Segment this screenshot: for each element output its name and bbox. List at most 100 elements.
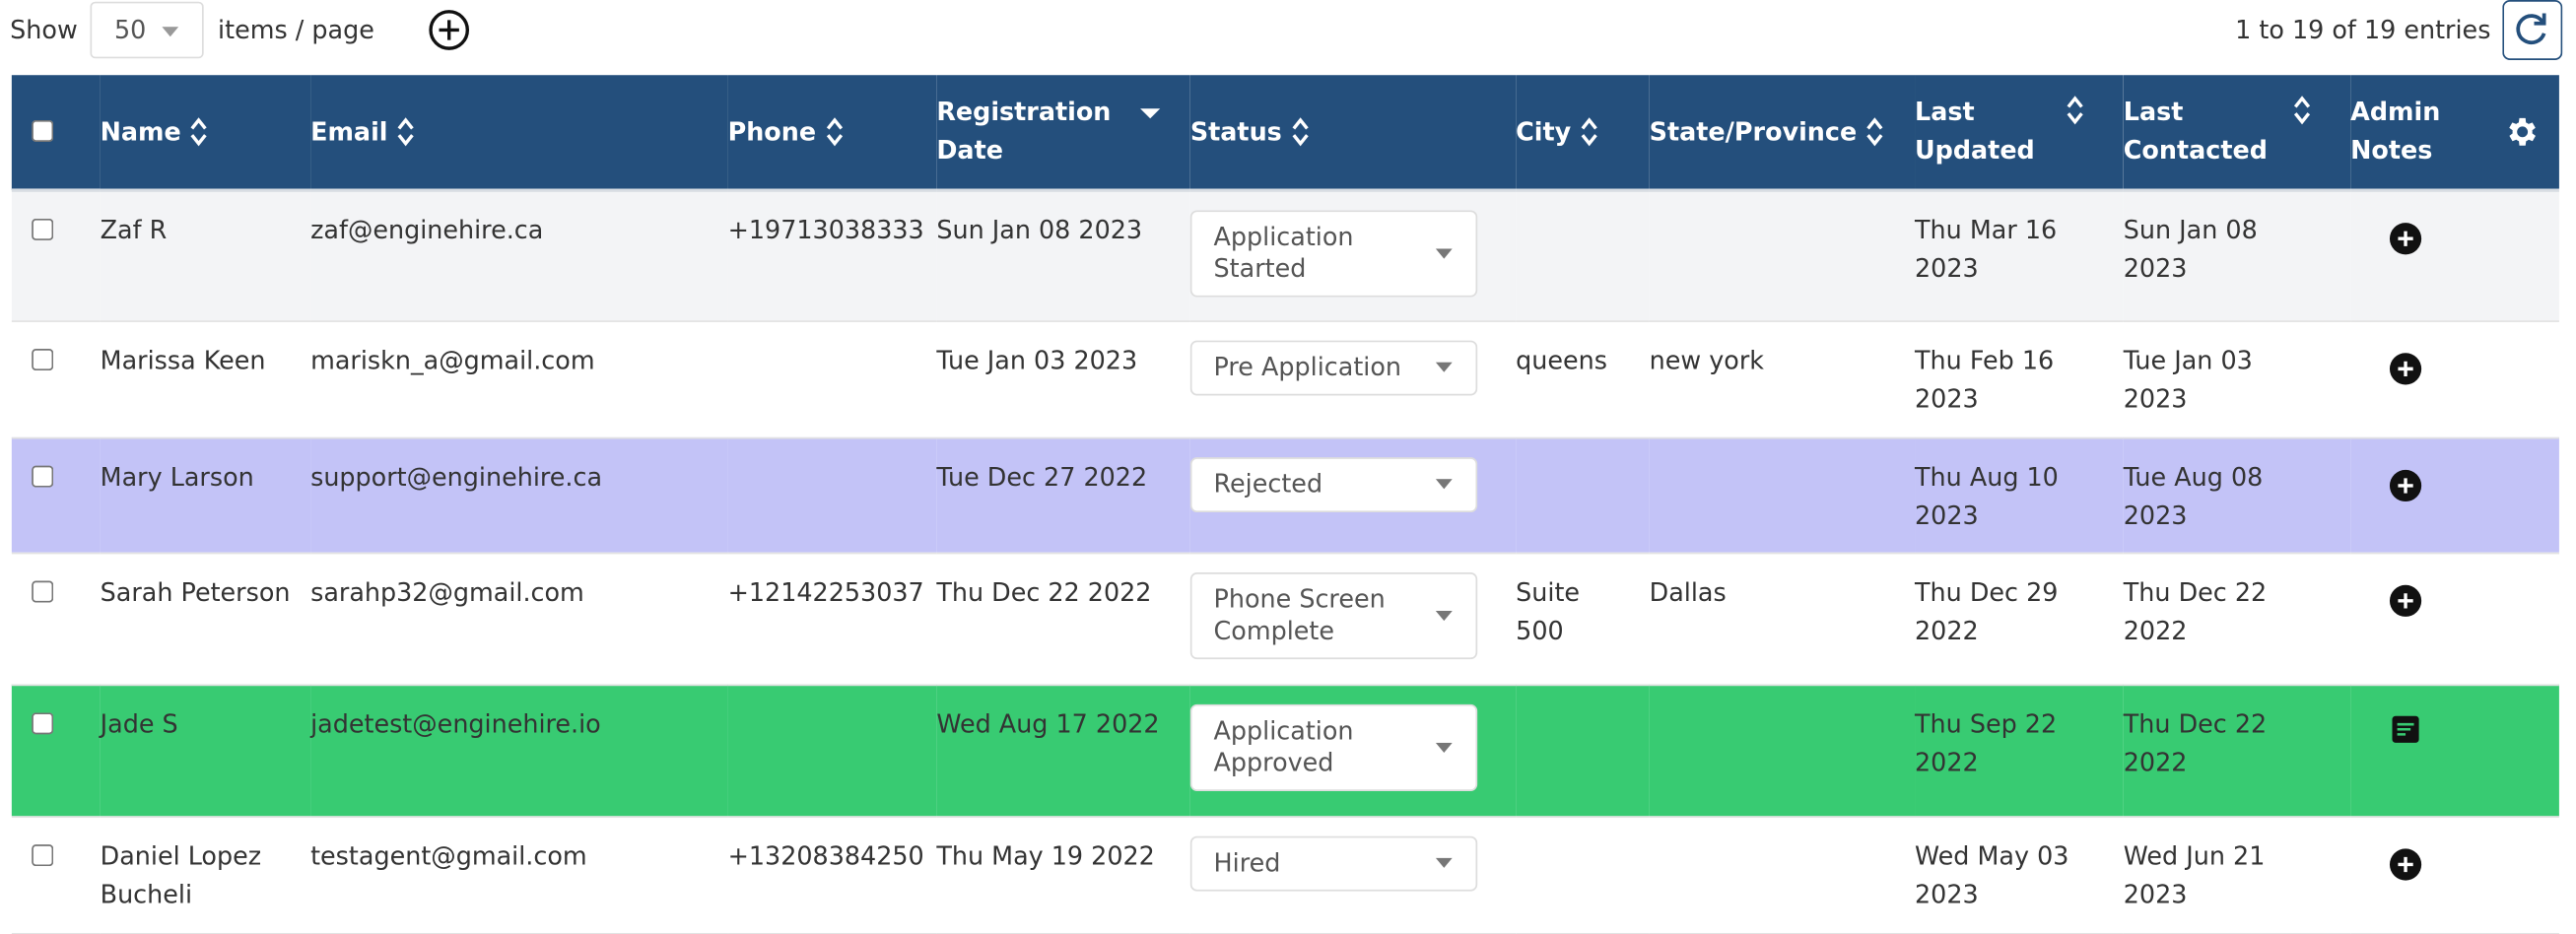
add-note-icon[interactable] <box>2389 222 2422 255</box>
phone: +19713038333 <box>727 215 924 246</box>
add-note-icon[interactable] <box>2389 468 2422 501</box>
row-checkbox[interactable] <box>32 218 54 240</box>
cell-state: Dallas <box>1649 552 1916 686</box>
status-select[interactable]: Application Approved <box>1189 703 1478 791</box>
table-body: Zaf R zaf@enginehire.ca +19713038333 Sun Ja… <box>11 190 2559 934</box>
last-updated: Thu Aug 10 2023 <box>1915 461 2059 530</box>
registration-date: Thu Dec 22 2022 <box>936 576 1152 607</box>
column-header: Last Updated <box>1915 75 2124 192</box>
cell-status: Hired <box>1189 816 1517 934</box>
header-text: City <box>1516 115 1572 147</box>
checkbox-cell <box>11 436 101 554</box>
header-text: Phone <box>727 115 817 147</box>
checkbox-cell <box>11 684 101 818</box>
cell-city <box>1516 190 1650 322</box>
cell-name: Mary Larson <box>100 436 311 554</box>
sort-icon[interactable] <box>2293 96 2311 125</box>
add-note-icon[interactable] <box>2389 847 2422 881</box>
row-checkbox[interactable] <box>32 579 54 602</box>
email: testagent@gmail.com <box>310 839 587 871</box>
cell-last-updated: Thu Mar 16 2023 <box>1915 190 2124 322</box>
cell-city: queens <box>1516 320 1650 438</box>
status-select[interactable]: Pre Application <box>1189 339 1478 395</box>
row-checkbox[interactable] <box>32 464 54 487</box>
header-text: Email <box>310 115 388 147</box>
sort-icon[interactable] <box>1866 117 1883 147</box>
header-row: Name Email Phone Registration Date Status Cit… <box>11 75 2559 192</box>
last-contacted: Tue Aug 08 2023 <box>2123 461 2264 530</box>
notes-cell <box>2350 436 2559 554</box>
notes-cell <box>2350 552 2559 686</box>
status-text: Pre Application <box>1213 351 1402 382</box>
header-text: Admin Notes <box>2350 97 2441 166</box>
name: Zaf R <box>100 215 168 246</box>
last-updated: Thu Sep 22 2022 <box>1915 708 2058 777</box>
column-header: Registration Date <box>936 75 1190 192</box>
column-header: Last Contacted <box>2123 75 2351 192</box>
last-updated: Thu Dec 29 2022 <box>1915 576 2059 645</box>
status-select[interactable]: Phone Screen Complete <box>1189 571 1478 659</box>
row-checkbox[interactable] <box>32 711 54 734</box>
cell-last-updated: Thu Dec 29 2022 <box>1915 552 2124 686</box>
caret <box>1435 479 1453 490</box>
cell-phone: +12142253037 <box>727 552 937 686</box>
cell-phone <box>727 684 937 818</box>
sort-icon[interactable] <box>191 117 208 147</box>
add-button[interactable] <box>428 8 471 51</box>
cell-city <box>1516 816 1650 934</box>
row-checkbox[interactable] <box>32 348 54 370</box>
sort-icon[interactable] <box>398 117 415 147</box>
city: Suite 500 <box>1516 576 1581 645</box>
row-checkbox[interactable] <box>32 843 54 866</box>
name: Marissa Keen <box>100 344 266 375</box>
name: Sarah Peterson <box>100 576 291 607</box>
name: Jade S <box>100 708 178 739</box>
status-select[interactable]: Application Started <box>1189 210 1478 298</box>
last-contacted: Thu Dec 22 2022 <box>2123 576 2268 645</box>
cell-last-contacted: Thu Dec 22 2022 <box>2123 684 2351 818</box>
note-icon[interactable] <box>2391 713 2420 743</box>
column-header: Phone <box>727 75 937 192</box>
cell-status: Pre Application <box>1189 320 1517 438</box>
page-size-select[interactable]: 50 <box>91 1 205 59</box>
cell-email: sarahp32@gmail.com <box>310 552 728 686</box>
caret <box>1435 857 1453 868</box>
status-text: Application Approved <box>1213 714 1354 777</box>
header-text: Last Contacted <box>2123 97 2268 166</box>
select-all[interactable] <box>32 119 54 142</box>
sort-icon[interactable] <box>1581 117 1597 147</box>
state: Dallas <box>1649 576 1727 607</box>
email: mariskn_a@gmail.com <box>310 344 595 375</box>
refresh-button[interactable] <box>2502 0 2563 60</box>
email: jadetest@enginehire.io <box>310 708 601 739</box>
checkbox-cell <box>11 190 101 322</box>
status-text: Phone Screen Complete <box>1213 583 1386 645</box>
add-note-icon[interactable] <box>2389 583 2422 617</box>
settings-icon[interactable] <box>2504 113 2541 150</box>
cell-phone: +19713038333 <box>727 190 937 322</box>
notes-cell <box>2350 816 2559 934</box>
sort-desc[interactable] <box>1140 108 1161 122</box>
table-row: Sarah Peterson sarahp32@gmail.com +1214225… <box>11 552 2559 686</box>
checkbox-cell <box>11 320 101 438</box>
notes-cell <box>2350 320 2559 438</box>
name: Daniel Lopez Bucheli <box>100 839 262 909</box>
cell-state <box>1649 190 1916 322</box>
cell-city: Suite 500 <box>1516 552 1650 686</box>
status-select[interactable]: Hired <box>1189 834 1478 891</box>
status-text: Rejected <box>1213 468 1323 499</box>
sort-icon[interactable] <box>1292 117 1309 147</box>
cell-name: Zaf R <box>100 190 311 322</box>
cell-last-contacted: Tue Aug 08 2023 <box>2123 436 2351 554</box>
sort-icon[interactable] <box>826 117 843 147</box>
cell-phone <box>727 320 937 438</box>
cell-last-updated: Thu Aug 10 2023 <box>1915 436 2124 554</box>
checkbox-cell <box>11 816 101 934</box>
cell-email: zaf@enginehire.ca <box>310 190 728 322</box>
cell-email: mariskn_a@gmail.com <box>310 320 728 438</box>
status-select[interactable]: Rejected <box>1189 456 1478 512</box>
cell-registration-date: Thu Dec 22 2022 <box>936 552 1190 686</box>
sort-icon[interactable] <box>2067 96 2083 125</box>
add-note-icon[interactable] <box>2389 352 2422 385</box>
